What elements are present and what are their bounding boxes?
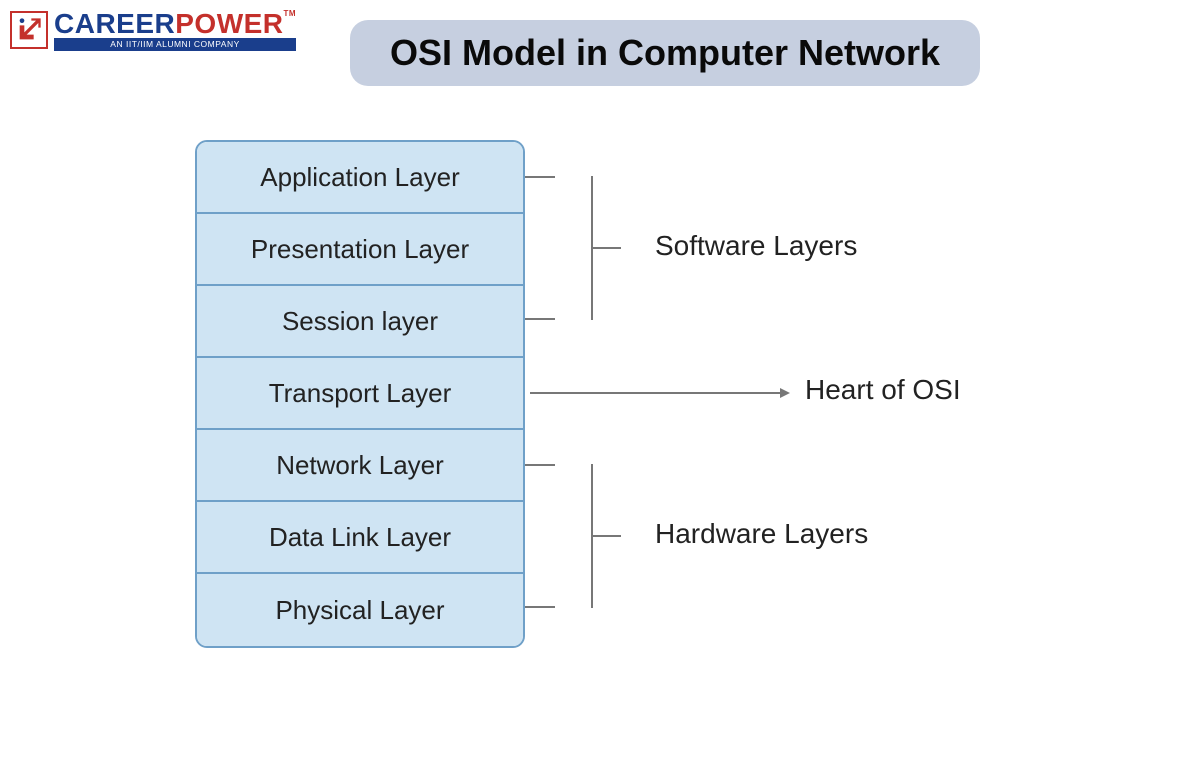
arrow-person-icon [15,16,43,44]
group-label: Hardware Layers [655,518,868,550]
group-label: Heart of OSI [805,374,961,406]
logo-word-power: POWER [175,8,283,39]
logo-tagline: AN IIT/IIM ALUMNI COMPANY [54,38,296,51]
arrow-head-icon [780,388,790,398]
osi-layer: Presentation Layer [197,214,523,286]
page-title: OSI Model in Computer Network [350,20,980,86]
annotations-area: Software Layers Heart of OSI Hardware Laye… [525,140,1015,648]
osi-layer: Session layer [197,286,523,358]
logo-mark-icon [10,11,48,49]
logo-word-career: CAREER [54,8,175,39]
layer-stack: Application LayerPresentation LayerSessi… [195,140,525,648]
osi-layer: Application Layer [197,142,523,214]
arrow-line [530,392,780,394]
logo-name: CAREERPOWERTM [54,10,296,38]
group-label: Software Layers [655,230,857,262]
osi-layer: Network Layer [197,430,523,502]
osi-layer: Physical Layer [197,574,523,646]
osi-diagram: Application LayerPresentation LayerSessi… [195,140,1015,648]
group-bracket [553,464,593,608]
brand-logo: CAREERPOWERTM AN IIT/IIM ALUMNI COMPANY [10,10,296,51]
osi-layer: Transport Layer [197,358,523,430]
logo-text: CAREERPOWERTM AN IIT/IIM ALUMNI COMPANY [54,10,296,51]
logo-tm: TM [284,9,297,18]
group-bracket [553,176,593,320]
osi-layer: Data Link Layer [197,502,523,574]
